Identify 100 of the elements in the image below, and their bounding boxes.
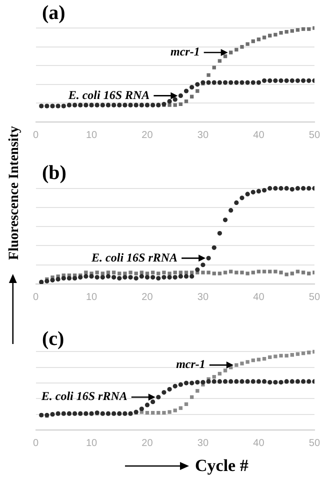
- point: [234, 200, 239, 205]
- point: [240, 196, 244, 200]
- point: [201, 270, 205, 274]
- point: [106, 270, 110, 274]
- x-tick-label: 30: [197, 438, 209, 449]
- point: [284, 186, 289, 191]
- point: [245, 379, 250, 384]
- point: [290, 187, 294, 192]
- point: [273, 380, 278, 385]
- point: [212, 245, 216, 250]
- x-tick-label: 40: [253, 292, 265, 303]
- point: [184, 274, 189, 279]
- chart-title: (c): [40, 328, 66, 351]
- point: [268, 34, 272, 38]
- point: [212, 374, 216, 379]
- x-tick-label: 40: [253, 130, 265, 141]
- point: [250, 80, 256, 85]
- point: [200, 380, 206, 385]
- point: [196, 389, 200, 393]
- point: [290, 353, 294, 357]
- annotation: E. coli 16S RNA: [67, 88, 150, 102]
- annotation: E. coli 16S rRNA: [40, 389, 128, 404]
- point: [112, 270, 116, 274]
- point: [290, 379, 294, 384]
- point: [300, 186, 306, 191]
- point: [178, 93, 183, 98]
- point: [295, 78, 300, 83]
- point: [150, 410, 155, 415]
- point: [240, 362, 244, 366]
- point: [150, 275, 156, 280]
- annotation: mcr-1: [176, 357, 206, 372]
- point: [240, 45, 244, 49]
- point: [94, 275, 100, 280]
- point: [212, 379, 216, 384]
- point: [307, 350, 311, 354]
- point: [278, 380, 284, 385]
- point: [156, 276, 161, 281]
- point: [162, 410, 166, 415]
- point: [307, 27, 311, 31]
- point: [307, 272, 311, 276]
- point: [173, 103, 177, 107]
- point: [268, 78, 272, 83]
- point: [218, 372, 222, 376]
- point: [279, 354, 283, 358]
- point: [245, 80, 250, 85]
- point: [139, 274, 144, 279]
- point: [206, 80, 211, 85]
- point: [300, 78, 306, 83]
- point: [290, 272, 294, 276]
- point: [212, 272, 216, 276]
- x-tick-label: 10: [86, 130, 98, 141]
- point: [268, 186, 272, 191]
- point: [56, 276, 60, 282]
- point: [118, 272, 122, 276]
- point: [240, 80, 244, 85]
- point: [256, 379, 262, 384]
- point: [278, 78, 284, 83]
- point: [296, 352, 300, 356]
- point: [178, 382, 183, 387]
- point: [167, 99, 172, 104]
- point: [229, 270, 233, 274]
- point: [162, 390, 166, 395]
- point: [168, 272, 172, 276]
- point: [262, 36, 266, 40]
- point: [195, 267, 200, 272]
- point: [162, 275, 166, 280]
- point: [284, 272, 288, 276]
- point: [84, 274, 88, 279]
- point: [234, 363, 238, 367]
- point: [262, 270, 266, 274]
- point: [134, 276, 138, 281]
- point: [301, 27, 306, 31]
- point: [100, 275, 105, 280]
- x-tick-label: 10: [86, 438, 98, 449]
- point: [223, 270, 228, 274]
- point: [206, 270, 210, 274]
- point: [284, 354, 288, 358]
- point: [50, 278, 55, 282]
- point: [156, 394, 161, 400]
- point: [100, 272, 104, 276]
- point: [262, 188, 267, 193]
- point: [140, 270, 144, 274]
- point: [306, 186, 312, 191]
- point: [134, 272, 138, 276]
- point: [273, 186, 278, 191]
- chart-title: (b): [40, 162, 68, 185]
- point: [190, 274, 194, 279]
- point: [206, 73, 210, 77]
- point: [78, 275, 83, 280]
- point: [228, 80, 234, 85]
- point: [212, 80, 216, 85]
- point: [250, 379, 256, 384]
- point: [262, 78, 267, 83]
- point: [178, 274, 183, 279]
- point: [84, 270, 88, 274]
- point: [145, 272, 150, 276]
- point: [178, 270, 183, 274]
- point: [234, 270, 238, 274]
- point: [284, 78, 289, 83]
- point: [268, 380, 272, 385]
